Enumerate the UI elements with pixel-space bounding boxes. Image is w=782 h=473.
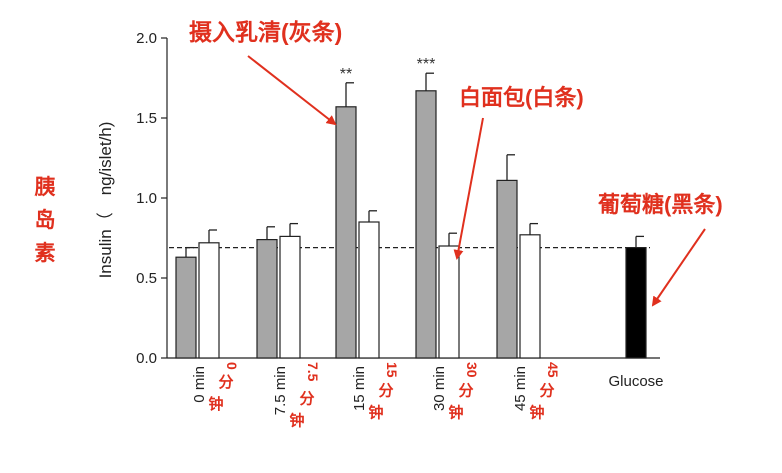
x-tick-label-cn-char: 分 [218, 374, 233, 391]
x-tick-label-cn-char: 钟 [529, 403, 544, 421]
x-tick-label-cn-char: 分 [458, 382, 473, 399]
annotations: 胰岛素 摄入乳清(灰条) 白面包(白条) 葡萄糖(黑条) [35, 19, 723, 307]
y-axis-title-cn: 岛 [35, 208, 56, 232]
x-tick-label-cn-char: 钟 [208, 395, 223, 413]
x-tick-label: 15 min [351, 366, 368, 411]
y-tick-label: 1.5 [136, 110, 157, 127]
y-tick-label: 0.5 [136, 270, 157, 287]
y-tick-label: 1.0 [136, 190, 157, 207]
significance-label: ** [340, 66, 352, 83]
bar-grey-whey [256, 239, 278, 359]
bar-white-bread [519, 234, 541, 359]
x-tick-label-cn-char: 分 [299, 391, 314, 408]
axes: 0.0 0.5 1.0 1.5 2.0 Insulin（ ng/islet/h) [96, 30, 660, 367]
x-tick-label: 30 min [431, 366, 448, 411]
bar-grey-whey [496, 179, 518, 359]
annotation-glucose: 葡萄糖(黑条) [597, 192, 723, 217]
y-axis-title-cn: 素 [35, 241, 56, 265]
bar-white-bread [198, 242, 220, 359]
annotation-whey: 摄入乳清(灰条) [189, 19, 342, 45]
x-tick-label: 45 min [512, 366, 529, 411]
bars: ***** [175, 56, 647, 359]
x-tick-label-cn: 0 [224, 362, 240, 370]
x-tick-label-cn-char: 钟 [448, 403, 463, 421]
significance-label: *** [417, 56, 436, 73]
x-tick-label: 7.5 min [272, 366, 289, 415]
arrow-whey [247, 55, 337, 126]
y-tick-label: 2.0 [136, 30, 157, 47]
annotation-white-bread: 白面包(白条) [459, 85, 584, 110]
bar-grey-whey [335, 106, 357, 359]
bar-grey-whey [415, 90, 437, 359]
x-tick-label-cn-char: 分 [539, 382, 554, 399]
x-tick-label-cn: 15 [384, 362, 400, 378]
x-tick-label-cn-char: 分 [378, 382, 393, 399]
x-tick-label-glucose: Glucose [608, 373, 663, 390]
bar-white-bread [438, 245, 460, 359]
x-tick-label-cn: 45 [545, 362, 561, 378]
bar-white-bread [358, 221, 380, 359]
y-tick-label: 0.0 [136, 350, 157, 367]
x-tick-label-cn: 30 [464, 362, 480, 378]
x-tick-label-cn-char: 钟 [368, 403, 383, 421]
y-axis-title-cn: 胰 [35, 176, 56, 199]
arrow-glucose [651, 228, 706, 307]
x-tick-label: 0 min [191, 366, 208, 403]
bar-grey-whey [175, 256, 197, 359]
bar-white-bread [279, 235, 301, 359]
arrow-white-bread [453, 117, 484, 260]
bar-glucose [625, 247, 647, 359]
y-axis-title: Insulin（ ng/islet/h) [96, 122, 115, 279]
x-tick-label-cn-char: 钟 [289, 412, 304, 430]
x-tick-label-cn: 7.5 [305, 362, 321, 382]
